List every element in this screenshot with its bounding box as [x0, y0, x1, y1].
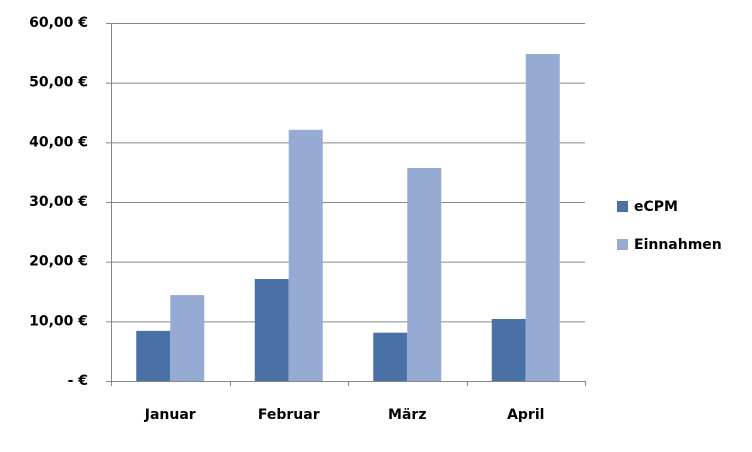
bar [407, 167, 442, 381]
bar [288, 129, 323, 381]
bar [254, 278, 289, 381]
y-tick-label: 20,00 € [29, 254, 88, 270]
bar [525, 54, 560, 381]
y-tick-label: 60,00 € [29, 15, 88, 31]
x-tick-label: Februar [258, 407, 320, 423]
y-tick-label: 10,00 € [29, 313, 88, 329]
bar [491, 318, 526, 381]
x-tick-label: April [507, 407, 544, 423]
y-tick-label: 50,00 € [29, 75, 88, 91]
legend-swatch [617, 239, 628, 250]
x-tick-label: Januar [144, 407, 196, 423]
x-tick-label: März [388, 407, 426, 423]
y-tick-label: 40,00 € [29, 134, 88, 150]
legend-label: eCPM [634, 199, 678, 215]
legend-label: Einnahmen [634, 237, 722, 253]
bar [373, 332, 408, 381]
y-tick-label: 30,00 € [29, 194, 88, 210]
legend-swatch [617, 201, 628, 212]
bar [170, 295, 205, 381]
bar [136, 330, 171, 381]
y-tick-label: - € [68, 373, 88, 389]
